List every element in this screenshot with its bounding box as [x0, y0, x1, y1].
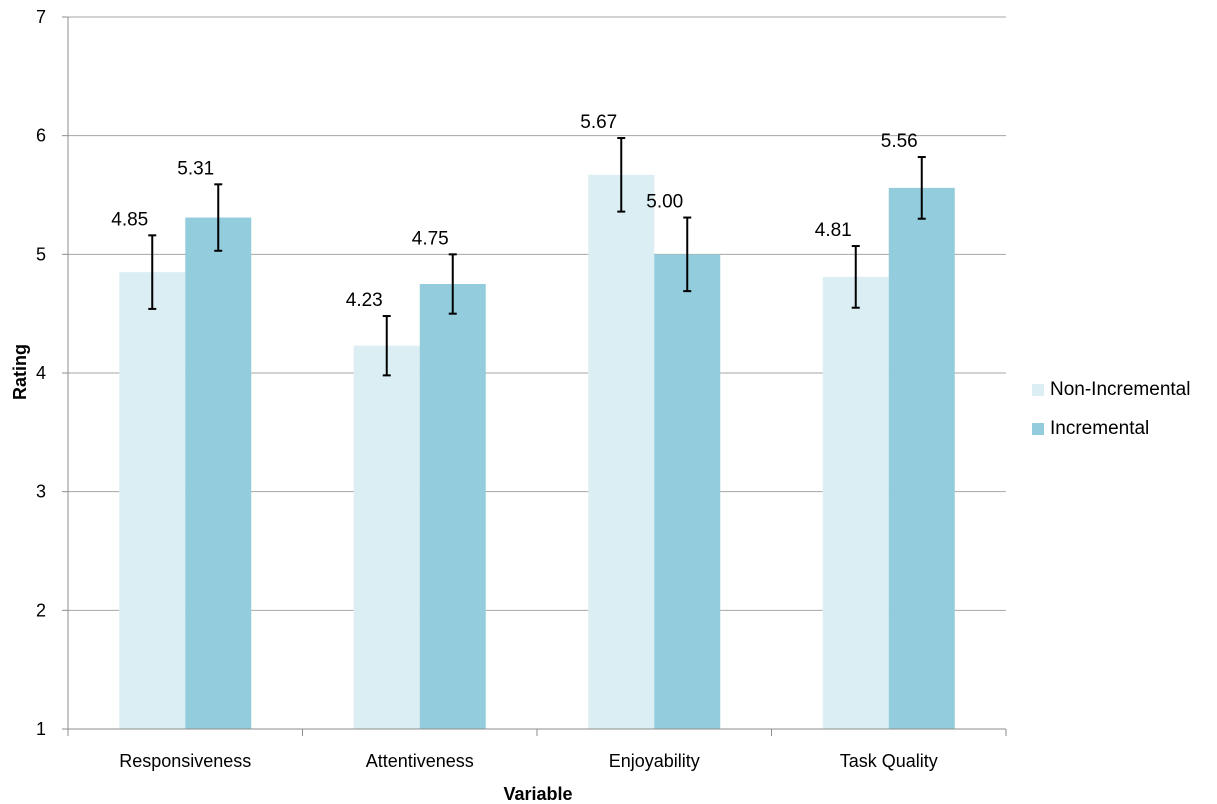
legend-swatch — [1032, 384, 1044, 396]
y-tick-label: 7 — [36, 7, 46, 27]
bar — [419, 284, 486, 729]
data-label: 5.67 — [580, 112, 617, 133]
y-tick-label: 5 — [36, 244, 46, 264]
legend-swatch — [1032, 423, 1044, 435]
error-bars — [148, 137, 926, 377]
y-tick-label: 1 — [36, 719, 46, 739]
y-tick-label: 6 — [36, 126, 46, 146]
bar — [654, 254, 721, 730]
data-labels: 4.85 4.23 5.67 4.81 5.31 4.75 5.00 5.56 — [111, 112, 917, 311]
data-label: 5.00 — [646, 192, 683, 213]
legend-label: Incremental — [1050, 418, 1149, 439]
y-axis-title: Rating — [10, 344, 30, 400]
data-label: 5.56 — [881, 131, 918, 152]
bar — [888, 187, 955, 729]
data-label: 5.31 — [177, 158, 214, 179]
data-label: 4.23 — [346, 290, 383, 311]
x-axis-title: Variable — [503, 784, 572, 804]
x-tick-label: Enjoyability — [609, 751, 700, 771]
legend: Non-Incremental Incremental — [1032, 379, 1190, 439]
y-tick-label: 4 — [36, 363, 46, 383]
y-tick-label: 2 — [36, 600, 46, 620]
legend-label: Non-Incremental — [1050, 379, 1190, 400]
x-tick-label: Task Quality — [840, 751, 938, 771]
axes: 1 2 3 4 5 6 7 Responsiveness Attentiveness Enjoya… — [36, 7, 1007, 771]
data-label: 4.75 — [412, 228, 449, 249]
data-label: 4.81 — [815, 220, 852, 241]
bar — [119, 272, 186, 729]
bar — [185, 217, 252, 729]
bars — [119, 174, 955, 730]
data-label: 4.85 — [111, 209, 148, 230]
bar — [822, 276, 889, 729]
y-tick-label: 3 — [36, 482, 46, 502]
x-tick-label: Attentiveness — [366, 751, 474, 771]
bar — [588, 174, 655, 729]
x-tick-label: Responsiveness — [119, 751, 251, 771]
bar — [353, 345, 420, 729]
